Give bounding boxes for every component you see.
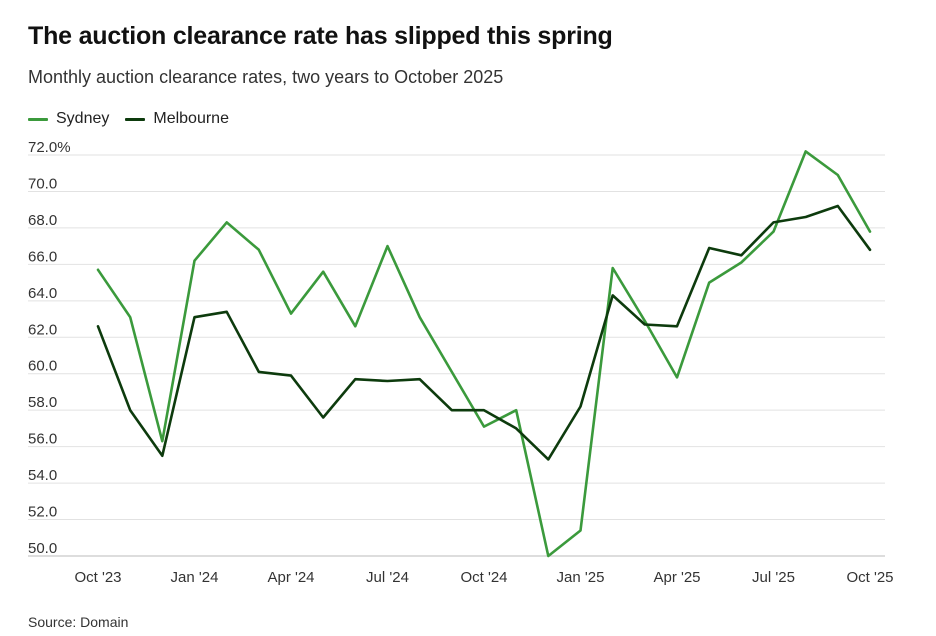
y-tick-label: 52.0 xyxy=(28,504,57,521)
y-tick-label: 50.0 xyxy=(28,540,57,557)
legend-item-melbourne: Melbourne xyxy=(125,110,229,128)
chart-title: The auction clearance rate has slipped t… xyxy=(28,22,613,50)
x-tick-label: Jan '25 xyxy=(557,569,605,586)
y-tick-label: 66.0 xyxy=(28,248,57,265)
y-tick-label: 64.0 xyxy=(28,285,57,302)
y-tick-label: 72.0% xyxy=(28,139,71,156)
x-tick-label: Jan '24 xyxy=(171,569,219,586)
y-tick-label: 56.0 xyxy=(28,431,57,448)
y-tick-label: 62.0 xyxy=(28,321,57,338)
x-tick-label: Jul '24 xyxy=(366,569,409,586)
x-axis-ticks: Oct '23 Jan '24 Apr '24 Jul '24 Oct '24 Jan '… xyxy=(74,569,893,586)
x-tick-label: Jul '25 xyxy=(752,569,795,586)
series-line-sydney xyxy=(96,150,872,558)
legend: Sydney Melbourne xyxy=(28,110,229,128)
y-tick-label: 68.0 xyxy=(28,212,57,229)
y-axis-ticks: 72.0% 70.0 68.0 66.0 64.0 62.0 60.0 58.0 56.0 54.… xyxy=(28,139,71,557)
source-note: Source: Domain xyxy=(28,614,129,630)
series-line-melbourne xyxy=(96,204,872,461)
gridlines xyxy=(28,154,885,557)
x-tick-label: Apr '24 xyxy=(267,569,314,586)
legend-swatch-melbourne xyxy=(125,117,146,121)
y-tick-label: 58.0 xyxy=(28,394,57,411)
x-tick-label: Apr '25 xyxy=(653,569,700,586)
legend-label-melbourne: Melbourne xyxy=(153,110,229,127)
chart-subtitle: Monthly auction clearance rates, two yea… xyxy=(28,67,504,87)
series-lines xyxy=(96,150,872,558)
x-tick-label: Oct '25 xyxy=(846,569,893,586)
x-tick-label: Oct '23 xyxy=(74,569,121,586)
y-tick-label: 54.0 xyxy=(28,467,57,484)
y-tick-label: 70.0 xyxy=(28,175,57,192)
x-tick-label: Oct '24 xyxy=(460,569,507,586)
legend-item-sydney: Sydney xyxy=(28,110,109,128)
legend-swatch-sydney xyxy=(28,117,48,121)
legend-label-sydney: Sydney xyxy=(56,110,110,127)
y-tick-label: 60.0 xyxy=(28,358,57,375)
